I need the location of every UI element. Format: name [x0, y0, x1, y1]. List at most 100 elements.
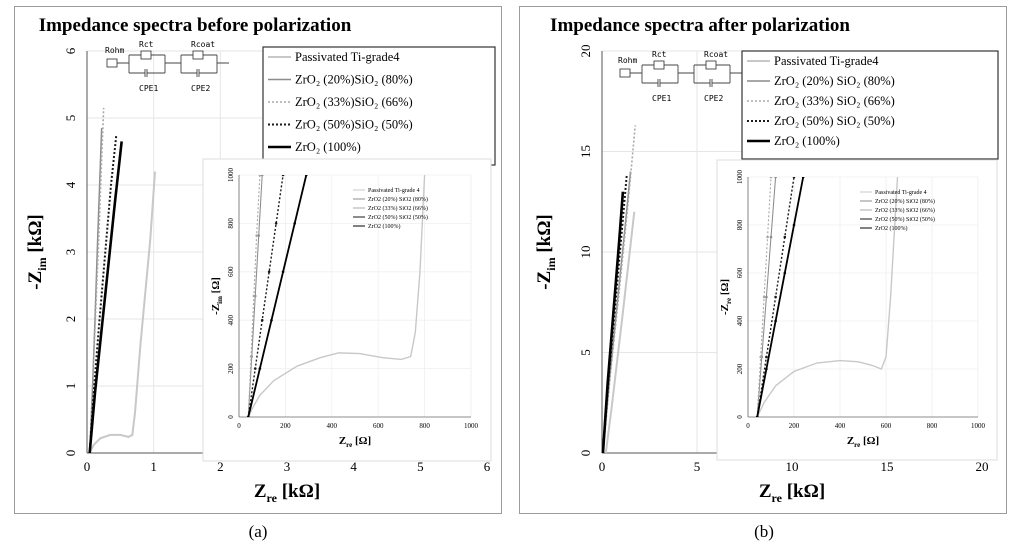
y-tick-label: 20 — [578, 45, 593, 58]
inset-legend-label-zro2_33: ZrO2 (33%) SiO2 (66%) — [875, 207, 935, 214]
inset-x-tick-label: 1000 — [971, 422, 986, 430]
inset-point-zro2_100 — [304, 175, 308, 177]
inset-point-zro2_100 — [258, 367, 262, 370]
inset-point-zro2_100 — [281, 270, 285, 274]
circuit-label-rohm: Rohm — [105, 46, 124, 55]
y-tick-label: 10 — [578, 246, 593, 259]
x-tick-label: 0 — [599, 459, 606, 474]
inset-point-zro2_33 — [762, 295, 766, 299]
x-tick-label: 4 — [350, 459, 357, 474]
inset-point-zro2_50 — [267, 270, 271, 274]
series-line-passivated — [88, 171, 156, 454]
inset-y-tick-label: 1000 — [736, 170, 744, 185]
inset-frame — [202, 158, 492, 462]
x-axis-label: Zre [kΩ] — [254, 481, 320, 505]
inset-y-tick-label: 400 — [736, 315, 744, 326]
inset-y-tick-label: 0 — [227, 415, 235, 419]
inset-point-zro2_20 — [260, 175, 264, 177]
inset-y-tick-label: 1000 — [227, 168, 235, 183]
chart-title: Impedance spectra after polarization — [550, 15, 850, 36]
y-tick-label: 0 — [63, 450, 78, 457]
chart-panel-after: Impedance spectra after polarization 0 5 10… — [519, 6, 1007, 514]
inset-point-zro2_33 — [252, 294, 256, 298]
inset-x-tick-label: 400 — [327, 422, 338, 430]
legend-label-zro2_20: ZrO₂ (20%) SiO₂ (80%) — [774, 74, 895, 88]
circuit-wires — [630, 64, 742, 84]
circuit-resistor-rcoat — [192, 50, 204, 60]
circuit-resistor-rohm — [106, 58, 118, 68]
y-tick-label: 3 — [63, 249, 78, 256]
legend-label-zro2_50: ZrO₂ (50%)SiO₂ (50%) — [295, 118, 413, 132]
inset-x-tick-label: 1000 — [464, 422, 479, 430]
circuit-label-rcoat: Rcoat — [191, 40, 215, 49]
x-tick-label: 3 — [284, 459, 291, 474]
x-tick-label: 6 — [484, 459, 491, 474]
inset-x-tick-label: 0 — [237, 422, 241, 430]
inset-point-zro2_20 — [765, 295, 768, 299]
inset-legend-label-zro2_33: ZrO2 (33%) SiO2 (66%) — [368, 205, 428, 212]
circuit-label-rct: Rct — [139, 40, 154, 49]
legend-label-passivated: Passivated Ti-grade4 — [295, 50, 400, 64]
x-axis-label: Zre [kΩ] — [759, 481, 825, 505]
inset-point-zro2_50 — [274, 222, 278, 225]
chart-svg-before: Impedance spectra before polarization 0 1 2… — [25, 15, 496, 505]
circuit-resistor-rcoat — [705, 60, 717, 70]
inset-point-zro2_50 — [783, 235, 787, 239]
circuit-label-cpe1: CPE1 — [652, 94, 671, 103]
inset-series-line-zro2_100 — [247, 175, 308, 417]
x-tick-label: 2 — [217, 459, 224, 474]
inset-y-tick-label: 400 — [227, 314, 235, 325]
inset-point-zro2_100 — [783, 271, 787, 275]
inset-point-zro2_100 — [270, 318, 273, 322]
inset-point-zro2_100 — [801, 177, 805, 179]
inset-series-line-passivated — [756, 177, 899, 417]
inset-series-line-zro2_50 — [247, 175, 284, 417]
series-line-zro2_100 — [601, 191, 625, 454]
chart-panel-before: Impedance spectra before polarization 0 1 2… — [14, 6, 502, 514]
series-line-zro2_100 — [88, 141, 123, 454]
x-tick-label: 15 — [881, 459, 894, 474]
inset-point-zro2_33 — [255, 234, 258, 237]
x-tick-label: 1 — [150, 459, 157, 474]
y-tick-label: 2 — [63, 316, 78, 323]
legend-label-zro2_33: ZrO₂ (33%) SiO₂ (66%) — [774, 94, 895, 108]
circuit-label-rct: Rct — [652, 50, 667, 59]
series-line-zro2_50 — [88, 134, 118, 454]
inset-x-tick-label: 800 — [927, 422, 938, 430]
chart-title: Impedance spectra before polarization — [39, 15, 352, 36]
circuit-wires — [117, 54, 229, 74]
inset-series-line-passivated — [247, 175, 426, 417]
inset-y-tick-label: 200 — [227, 363, 235, 374]
inset-x-tick-label: 200 — [280, 422, 291, 430]
inset-point-zro2_33 — [249, 355, 253, 358]
inset-point-zro2_50 — [260, 318, 264, 322]
inset-legend-label-zro2_50: ZrO2 (50%) SiO2 (50%) — [875, 216, 935, 223]
inset-point-zro2_20 — [774, 177, 777, 179]
inset-y-tick-label: 800 — [736, 219, 744, 230]
inset-legend-label-zro2_50: ZrO2 (50%) SiO2 (50%) — [368, 214, 428, 221]
circuit-cpe-plates — [657, 79, 713, 87]
inset-x-tick-label: 800 — [419, 422, 430, 430]
y-tick-label: 15 — [578, 145, 593, 158]
inset-y-tick-label: 200 — [736, 363, 744, 374]
inset-point-zro2_100 — [755, 415, 759, 417]
circuit-label-cpe1: CPE1 — [139, 84, 158, 93]
inset-series-group — [755, 177, 899, 417]
y-tick-label: 0 — [578, 450, 593, 457]
inset-x-axis-label: Zre [Ω] — [847, 435, 879, 449]
inset-point-zro2_50 — [774, 295, 777, 299]
inset-y-tick-label: 800 — [227, 218, 235, 229]
x-tick-label: 5 — [417, 459, 424, 474]
inset-legend-label-zro2_20: ZrO2 (20%) SiO2 (80%) — [368, 196, 428, 203]
inset-point-zro2_33 — [769, 177, 773, 179]
panel-caption-a: (a) — [248, 522, 268, 541]
inset-y-tick-label: 600 — [736, 267, 744, 278]
inset-point-zro2_100 — [765, 367, 768, 371]
circuit-resistor-rct — [140, 50, 152, 60]
legend-label-zro2_100: ZrO₂ (100%) — [774, 134, 840, 148]
inset-point-zro2_50 — [253, 367, 257, 370]
inset-legend-label-zro2_100: ZrO2 (100%) — [368, 223, 401, 230]
inset-point-zro2_100 — [792, 223, 796, 227]
inset-y-axis-label: -Zim [Ω] — [210, 277, 224, 315]
equivalent-circuit: Rohm Rct Rcoat CPE1 CPE2 — [105, 40, 229, 93]
